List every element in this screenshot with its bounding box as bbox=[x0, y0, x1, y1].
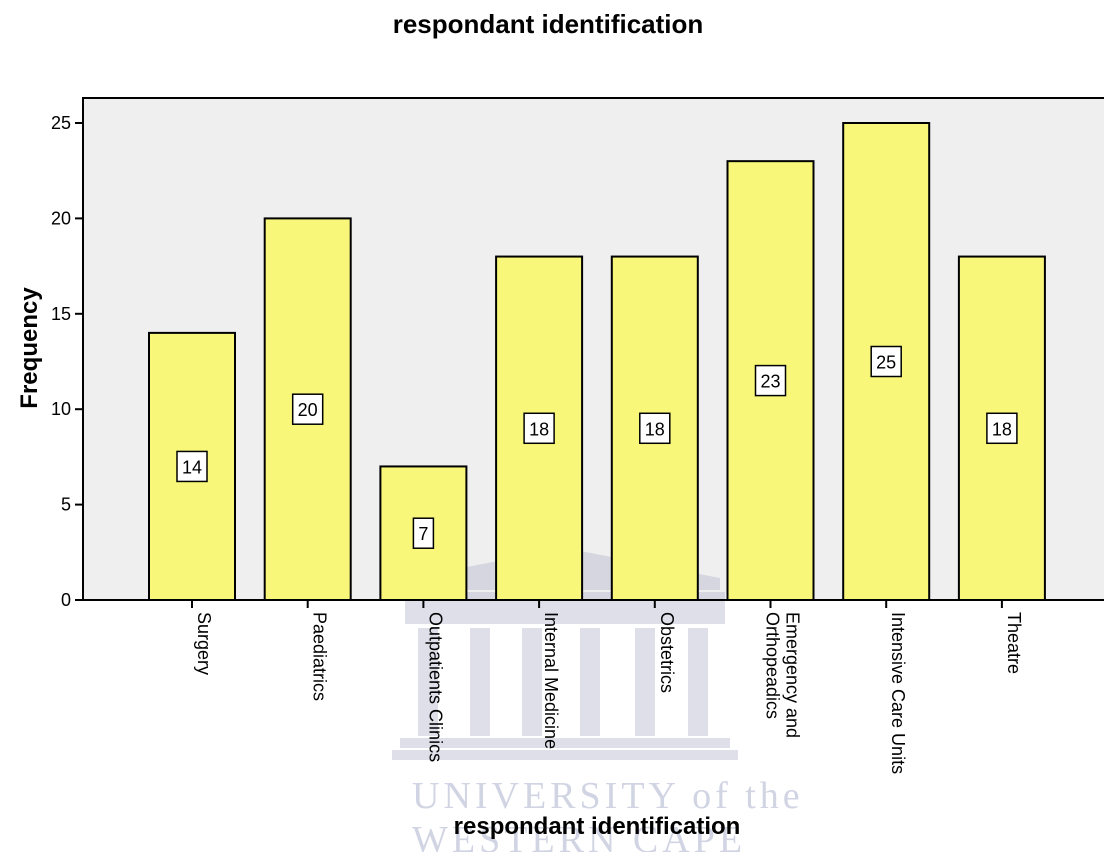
plot-area bbox=[82, 97, 1104, 601]
y-tick-label: 15 bbox=[51, 304, 71, 324]
data-label-box bbox=[523, 412, 555, 445]
bars: 14 20 7 18 18 23 25 18 bbox=[148, 122, 1046, 601]
x-tick-label: Obstetrics bbox=[657, 612, 677, 693]
watermark-line-2: WESTERN CAPE bbox=[412, 819, 746, 852]
y-axis-title: Frequency bbox=[16, 287, 43, 409]
data-label-box bbox=[986, 412, 1018, 445]
data-label-box bbox=[176, 450, 208, 483]
data-label-box bbox=[754, 364, 787, 397]
data-label: 23 bbox=[760, 372, 780, 392]
x-tick-label: Internal Medicine bbox=[541, 612, 561, 749]
y-tick-label: 0 bbox=[61, 590, 71, 610]
y-axis: 0 5 10 15 20 25 bbox=[51, 98, 84, 610]
data-label-box bbox=[870, 345, 902, 378]
x-axis: Surgery Paediatrics Outpatients Clinics Int… bbox=[83, 599, 1104, 774]
data-label-box bbox=[291, 393, 324, 425]
x-axis-title: respondant identification bbox=[454, 813, 741, 840]
x-tick-label: Emergency and bbox=[783, 612, 803, 738]
y-tick-label: 10 bbox=[51, 399, 71, 419]
y-tick-label: 20 bbox=[51, 208, 71, 228]
data-label: 7 bbox=[418, 524, 428, 544]
x-tick-label: Theatre bbox=[1004, 612, 1024, 674]
data-label: 18 bbox=[645, 419, 665, 439]
y-tick-label: 5 bbox=[61, 495, 71, 515]
data-label: 25 bbox=[876, 353, 896, 373]
x-tick-label: Paediatrics bbox=[310, 612, 330, 701]
data-label: 20 bbox=[298, 400, 318, 420]
y-tick-label: 25 bbox=[51, 113, 71, 133]
chart-title: respondant identification bbox=[393, 9, 704, 39]
x-tick-label: Surgery bbox=[194, 612, 214, 675]
data-label: 14 bbox=[182, 457, 202, 477]
data-label-box bbox=[412, 517, 435, 549]
x-tick-label: Orthopeadics bbox=[763, 612, 783, 719]
watermark: UNIVERSITY of the WESTERN CAPE bbox=[392, 548, 804, 852]
x-tick-label: Outpatients Clinics bbox=[425, 612, 445, 762]
watermark-line-1: UNIVERSITY of the bbox=[412, 775, 804, 817]
data-label-box bbox=[639, 412, 671, 445]
data-label: 18 bbox=[992, 419, 1012, 439]
watermark-line-1-text: UNIVERSITY of the bbox=[412, 775, 804, 817]
x-tick-label: Intensive Care Units bbox=[888, 612, 908, 774]
data-label: 18 bbox=[529, 419, 549, 439]
